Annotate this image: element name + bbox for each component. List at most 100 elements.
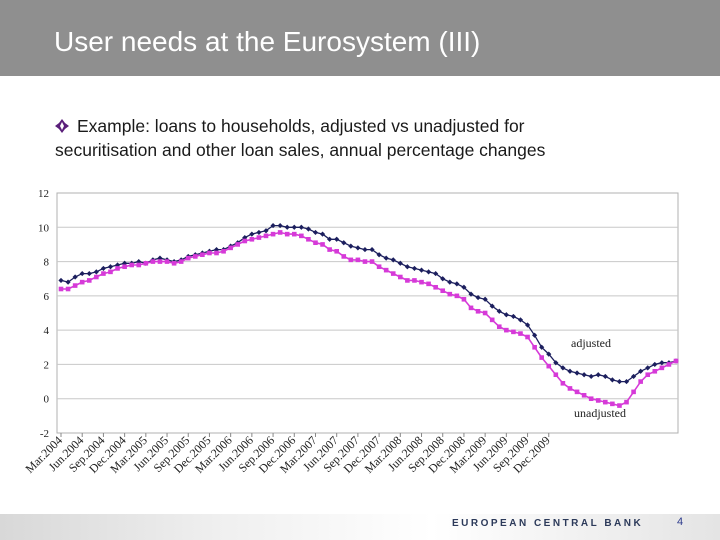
data-point-unadjusted — [617, 403, 622, 408]
data-point-unadjusted — [207, 250, 212, 256]
data-point-adjusted — [560, 365, 566, 371]
data-point-unadjusted — [129, 262, 134, 268]
data-point-adjusted — [602, 373, 608, 380]
data-point-unadjusted — [419, 279, 424, 285]
data-point-adjusted — [574, 370, 580, 376]
data-point-adjusted — [475, 294, 481, 301]
data-point-unadjusted — [567, 386, 573, 391]
data-point-unadjusted — [631, 389, 636, 395]
data-point-adjusted — [305, 226, 312, 232]
data-point-adjusted — [348, 243, 354, 249]
data-point-unadjusted — [398, 274, 403, 280]
y-tick-label: 4 — [44, 325, 50, 337]
data-point-adjusted — [447, 279, 453, 285]
data-point-unadjusted — [610, 401, 615, 407]
data-point-unadjusted — [645, 372, 651, 378]
data-point-adjusted — [588, 373, 594, 380]
data-point-adjusted — [362, 246, 368, 253]
data-point-unadjusted — [496, 324, 502, 330]
data-point-adjusted — [79, 270, 85, 277]
data-point-unadjusted — [58, 286, 64, 292]
y-tick-label: 8 — [44, 257, 50, 269]
footer-bar — [0, 514, 720, 540]
data-point-unadjusted — [79, 279, 85, 285]
data-point-adjusted — [454, 281, 460, 287]
data-point-adjusted — [58, 277, 64, 284]
data-point-adjusted — [93, 269, 99, 275]
data-point-adjusted — [652, 361, 658, 368]
data-point-adjusted — [503, 312, 509, 318]
y-tick-label: -2 — [40, 428, 49, 440]
data-point-adjusted — [355, 245, 361, 251]
data-point-adjusted — [645, 365, 651, 371]
data-point-unadjusted — [171, 260, 177, 266]
series-line-adjusted — [60, 224, 677, 383]
data-point-adjusted — [517, 317, 524, 323]
data-point-unadjusted — [86, 278, 92, 283]
bullet-text: Example: loans to households, adjusted v… — [55, 116, 546, 160]
data-point-unadjusted — [327, 247, 332, 252]
title-bar: User needs at the Eurosystem (III) — [0, 0, 720, 76]
data-point-unadjusted — [291, 231, 297, 237]
data-point-adjusted — [630, 373, 637, 380]
annotation-adjusted: adjusted — [571, 336, 611, 350]
bullet-text-block: Example: loans to households, adjusted v… — [55, 114, 595, 162]
data-point-adjusted — [659, 360, 665, 366]
data-point-adjusted — [86, 270, 92, 277]
slide-title: User needs at the Eurosystem (III) — [54, 26, 481, 57]
data-point-adjusted — [397, 260, 403, 266]
data-point-adjusted — [277, 222, 283, 229]
data-point-adjusted — [376, 252, 382, 258]
data-point-adjusted — [284, 224, 290, 230]
data-point-unadjusted — [412, 278, 417, 283]
data-point-unadjusted — [150, 259, 156, 264]
data-point-adjusted — [581, 372, 587, 378]
data-point-unadjusted — [334, 248, 339, 254]
data-point-adjusted — [489, 303, 495, 309]
data-point-unadjusted — [320, 242, 325, 247]
data-point-unadjusted — [482, 310, 488, 316]
y-tick-label: 12 — [38, 188, 49, 200]
data-point-unadjusted — [489, 317, 495, 323]
footer-bank-name: EUROPEAN CENTRAL BANK — [452, 518, 644, 529]
data-point-adjusted — [546, 351, 552, 357]
data-point-adjusted — [65, 279, 71, 285]
data-point-adjusted — [298, 224, 304, 230]
data-point-unadjusted — [362, 259, 368, 264]
data-point-unadjusted — [65, 286, 71, 292]
data-point-unadjusted — [560, 380, 566, 386]
data-point-unadjusted — [539, 355, 544, 360]
series-line-unadjusted — [61, 231, 677, 407]
data-point-unadjusted — [256, 235, 262, 240]
data-point-unadjusted — [185, 255, 191, 261]
data-point-adjusted — [369, 246, 375, 253]
data-point-adjusted — [270, 222, 276, 229]
data-point-unadjusted — [518, 331, 523, 336]
page-number: 4 — [677, 516, 684, 528]
data-point-adjusted — [100, 265, 107, 272]
y-tick-label: 2 — [44, 359, 50, 371]
data-point-unadjusted — [136, 262, 142, 268]
data-point-adjusted — [107, 264, 114, 270]
data-point-adjusted — [461, 284, 467, 290]
data-point-unadjusted — [475, 308, 481, 314]
loans-line-chart: 121086420-2Mar.2004Jun.2004Sep.2004Dec.2… — [22, 188, 679, 476]
data-point-unadjusted — [525, 334, 530, 340]
data-point-unadjusted — [383, 267, 389, 273]
data-point-adjusted — [341, 240, 347, 246]
data-point-adjusted — [390, 257, 396, 263]
data-point-unadjusted — [157, 259, 163, 264]
data-point-unadjusted — [447, 291, 453, 297]
data-point-unadjusted — [553, 372, 559, 378]
data-point-unadjusted — [355, 257, 361, 263]
data-point-unadjusted — [603, 399, 608, 405]
annotation-unadjusted: unadjusted — [574, 406, 626, 420]
data-point-unadjusted — [101, 271, 106, 276]
diamond-bullet-icon — [55, 119, 69, 133]
data-point-unadjusted — [369, 259, 375, 264]
data-point-unadjusted — [376, 264, 382, 270]
data-point-unadjusted — [221, 248, 226, 254]
data-point-unadjusted — [178, 259, 184, 264]
plot-frame — [56, 192, 679, 434]
data-point-unadjusted — [263, 233, 269, 239]
